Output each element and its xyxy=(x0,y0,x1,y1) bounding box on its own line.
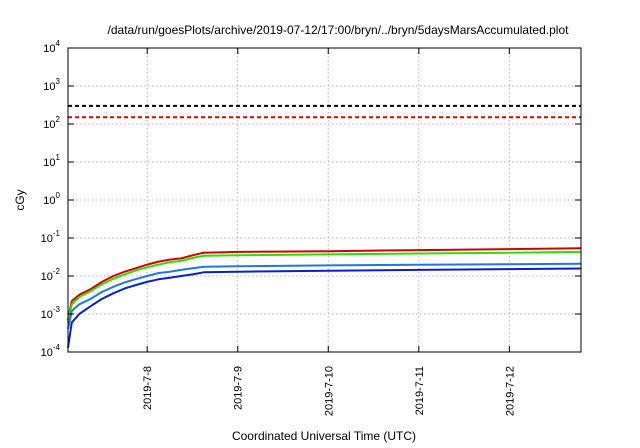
y-axis-label: cGy xyxy=(13,189,27,210)
tick-marks xyxy=(68,47,581,353)
x-tick-label: 2019-7-12 xyxy=(504,366,516,416)
grid xyxy=(68,48,581,352)
y-tick-label: 100 xyxy=(43,191,60,207)
series-group xyxy=(67,247,582,348)
y-tick-label: 10-2 xyxy=(41,267,61,283)
y-tick-labels: 10-4 10-3 10-2 10-1 100 101 102 103 104 xyxy=(41,39,61,359)
series-line-4 xyxy=(67,267,582,348)
y-tick-label: 101 xyxy=(43,153,60,169)
y-tick-label: 102 xyxy=(43,115,60,131)
x-tick-label: 2019-7-8 xyxy=(142,366,154,410)
reference-lines xyxy=(68,104,581,119)
series-line-2 xyxy=(67,250,582,323)
y-tick-label: 10-1 xyxy=(41,229,61,245)
y-tick-label: 104 xyxy=(43,39,60,55)
y-tick-label: 10-4 xyxy=(41,343,61,359)
x-tick-labels: 2019-7-8 2019-7-9 2019-7-10 2019-7-11 2019-7… xyxy=(142,366,516,416)
series-line-1 xyxy=(67,247,582,321)
x-tick-label: 2019-7-10 xyxy=(323,366,335,416)
x-tick-label: 2019-7-11 xyxy=(414,366,426,415)
x-axis-label: Coordinated Universal Time (UTC) xyxy=(232,429,416,443)
y-tick-label: 103 xyxy=(43,77,60,93)
y-tick-label: 10-3 xyxy=(41,305,61,321)
x-tick-label: 2019-7-9 xyxy=(233,366,245,410)
series-line-3 xyxy=(67,262,582,330)
chart-title: /data/run/goesPlots/archive/2019-07-12/1… xyxy=(108,23,570,37)
